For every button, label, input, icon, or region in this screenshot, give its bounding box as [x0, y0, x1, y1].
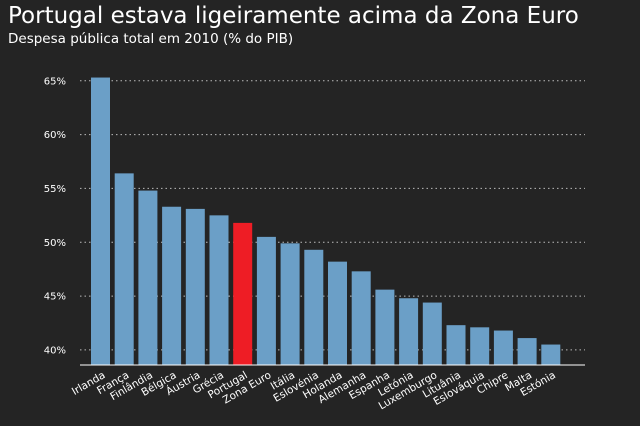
bar-estónia — [541, 344, 561, 365]
bar-alemanha — [351, 271, 371, 365]
bar-irlanda — [91, 77, 110, 365]
y-tick-label: 55% — [44, 184, 66, 195]
bars — [91, 77, 561, 365]
bar-chipre — [493, 330, 513, 365]
bar-eslovénia — [304, 249, 324, 365]
bar-lituânia — [446, 325, 466, 365]
chart-title: Portugal estava ligeiramente acima da Zo… — [8, 3, 579, 29]
bar-finlândia — [138, 190, 158, 365]
bar-portugal — [233, 222, 253, 365]
x-axis: IrlandaFrançaFinlândiaBélgicaÁustriaGréc… — [70, 368, 558, 412]
bar-letónia — [399, 298, 419, 365]
bar-bélgica — [162, 206, 182, 365]
bar-zona-euro — [256, 236, 276, 365]
bar-frança — [114, 173, 134, 365]
bar-luxemburgo — [422, 302, 442, 365]
bar-áustria — [185, 208, 205, 365]
bar-espanha — [375, 289, 395, 365]
bar-eslováquia — [470, 327, 490, 365]
y-tick-label: 40% — [44, 345, 66, 356]
y-tick-label: 45% — [44, 292, 66, 303]
bar-itália — [280, 243, 300, 365]
y-tick-label: 60% — [44, 130, 66, 141]
bar-grécia — [209, 215, 229, 365]
bar-malta — [517, 338, 537, 365]
y-tick-label: 65% — [44, 76, 66, 87]
bar-holanda — [328, 261, 347, 365]
chart-subtitle: Despesa pública total em 2010 (% do PIB) — [8, 31, 294, 47]
y-tick-label: 50% — [44, 238, 66, 249]
y-axis: 40% 45% 50% 55% 60% 65% — [44, 76, 66, 356]
